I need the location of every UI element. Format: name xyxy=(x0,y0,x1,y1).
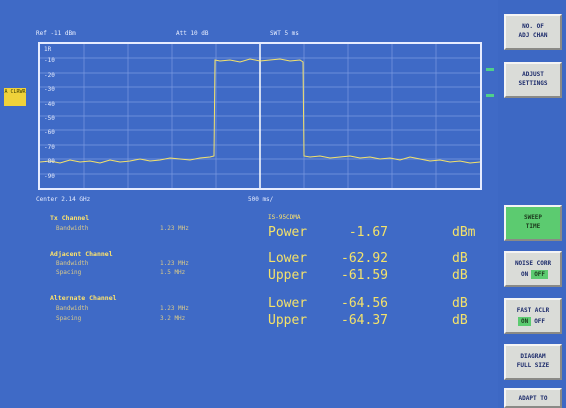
trace-mode-badge: A CLRWR xyxy=(4,88,26,106)
noise-corr-on[interactable]: ON xyxy=(520,271,529,278)
alternate-spacing-label: Spacing xyxy=(56,315,82,322)
y-tick: -30 xyxy=(44,86,55,93)
limit-mark xyxy=(486,68,494,71)
chart-top-label: 1R xyxy=(44,46,52,53)
alternate-bandwidth-label: Bandwidth xyxy=(56,305,89,312)
no-of-adj-chan-button[interactable]: NO. OF ADJ CHAN xyxy=(504,14,562,50)
softkey-line: DIAGRAM xyxy=(520,353,546,360)
softkey-line: TIME xyxy=(525,223,541,230)
y-tick: -50 xyxy=(44,115,55,122)
alternate-channel-heading: Alternate Channel xyxy=(50,294,117,302)
softkey-line: FAST ACLR xyxy=(516,307,550,314)
result-label-adj-upper: Upper xyxy=(268,268,308,283)
adjacent-channel-heading: Adjacent Channel xyxy=(50,250,113,258)
y-tick: -80 xyxy=(44,158,55,165)
standard-label: IS-95CDMA xyxy=(268,214,301,221)
softkey-line: FULL SIZE xyxy=(516,362,550,369)
ref-level: Ref -11 dBm xyxy=(36,30,76,37)
result-label-alt-upper: Upper xyxy=(268,313,308,328)
softkey-panel: NO. OF ADJ CHAN ADJUST SETTINGS SWEEP TI… xyxy=(502,0,566,408)
result-label-power: Power xyxy=(268,225,308,240)
result-value-adj-lower: -62.92 xyxy=(341,251,388,266)
limit-mark xyxy=(486,94,494,97)
result-label-adj-lower: Lower xyxy=(268,251,308,266)
spectrum-trace xyxy=(40,58,480,164)
y-tick: -10 xyxy=(44,57,55,64)
adapt-to-button[interactable]: ADAPT TO xyxy=(504,388,562,408)
diagram-full-size-button[interactable]: DIAGRAM FULL SIZE xyxy=(504,344,562,380)
result-value-alt-upper: -64.37 xyxy=(341,313,388,328)
span-per-div: 500 ms/ xyxy=(248,196,274,203)
result-unit-alt-lower: dB xyxy=(452,296,468,311)
result-value-adj-upper: -61.59 xyxy=(341,268,388,283)
adjust-settings-button[interactable]: ADJUST SETTINGS xyxy=(504,62,562,98)
tx-bandwidth-value: 1.23 MHz xyxy=(160,225,189,232)
result-label-alt-lower: Lower xyxy=(268,296,308,311)
y-tick: -40 xyxy=(44,101,55,108)
sweep-time-readout: SWT 5 ms xyxy=(270,30,299,37)
softkey-line: SETTINGS xyxy=(518,80,548,87)
tx-bandwidth-label: Bandwidth xyxy=(56,225,89,232)
attenuation: Att 10 dB xyxy=(176,30,209,37)
alternate-bandwidth-value: 1.23 MHz xyxy=(160,305,189,312)
result-unit-power: dBm xyxy=(452,225,476,240)
result-unit-alt-upper: dB xyxy=(452,313,468,328)
softkey-line: ADAPT TO xyxy=(518,395,548,402)
y-tick: -20 xyxy=(44,72,55,79)
noise-corr-toggle[interactable]: NOISE CORR ON OFF xyxy=(504,251,562,287)
softkey-line: ADJUST xyxy=(522,71,544,78)
result-value-power: -1.67 xyxy=(348,225,388,240)
center-frequency: Center 2.14 GHz xyxy=(36,196,91,203)
tx-channel-heading: Tx Channel xyxy=(50,214,90,222)
adjacent-spacing-label: Spacing xyxy=(56,269,82,276)
sweep-time-button[interactable]: SWEEP TIME xyxy=(504,205,562,241)
adjacent-bandwidth-label: Bandwidth xyxy=(56,260,89,267)
adjacent-bandwidth-value: 1.23 MHz xyxy=(160,260,189,267)
result-unit-adj-upper: dB xyxy=(452,268,468,283)
softkey-line: ADJ CHAN xyxy=(518,32,548,39)
spectrum-display[interactable] xyxy=(38,42,482,190)
softkey-line: NO. OF xyxy=(522,23,544,30)
alternate-spacing-value: 3.2 MHz xyxy=(160,315,186,322)
adjacent-spacing-value: 1.5 MHz xyxy=(160,269,186,276)
softkey-line: SWEEP xyxy=(523,214,543,221)
fast-aclr-on[interactable]: ON xyxy=(517,317,532,326)
noise-corr-off[interactable]: OFF xyxy=(531,270,549,279)
softkey-line: NOISE CORR xyxy=(514,260,552,267)
spectrum-grid xyxy=(40,44,480,188)
result-unit-adj-lower: dB xyxy=(452,251,468,266)
analyzer-screen: Ref -11 dBm Att 10 dB SWT 5 ms A CLRWR xyxy=(4,30,494,328)
fast-aclr-toggle[interactable]: FAST ACLR ON OFF xyxy=(504,298,562,334)
y-tick: -70 xyxy=(44,144,55,151)
y-tick: -90 xyxy=(44,173,55,180)
y-tick: -60 xyxy=(44,129,55,136)
fast-aclr-off[interactable]: OFF xyxy=(534,318,546,325)
result-value-alt-lower: -64.56 xyxy=(341,296,388,311)
